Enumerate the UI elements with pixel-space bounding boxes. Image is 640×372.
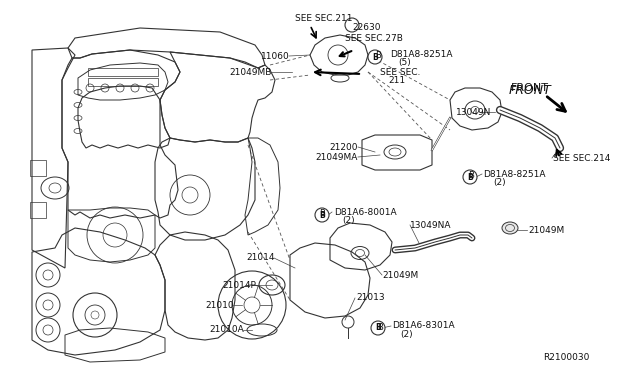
Text: SEE SEC.27B: SEE SEC.27B: [345, 33, 403, 42]
Text: 21014P: 21014P: [222, 280, 256, 289]
Text: R2100030: R2100030: [543, 353, 590, 362]
Text: FRONT: FRONT: [509, 83, 552, 96]
Text: SEE SEC.211: SEE SEC.211: [295, 13, 353, 22]
Text: (2): (2): [400, 330, 413, 339]
Text: 13049N: 13049N: [456, 108, 492, 116]
Text: B: B: [319, 211, 325, 219]
Ellipse shape: [502, 222, 518, 234]
Text: (2): (2): [493, 177, 506, 186]
Text: 11060: 11060: [261, 51, 290, 61]
Text: 21010: 21010: [205, 301, 234, 310]
Circle shape: [463, 170, 477, 184]
Text: 21010A: 21010A: [209, 326, 244, 334]
Circle shape: [368, 50, 382, 64]
Text: 21200: 21200: [330, 142, 358, 151]
Text: D81A8-8251A: D81A8-8251A: [390, 49, 452, 58]
Text: 21049MB: 21049MB: [230, 67, 272, 77]
Text: (5): (5): [398, 58, 411, 67]
Text: FRONT: FRONT: [511, 83, 549, 93]
Text: B: B: [467, 173, 473, 182]
Text: B: B: [375, 51, 381, 60]
Text: (2): (2): [342, 215, 355, 224]
Text: B: B: [319, 208, 325, 218]
Text: 21014: 21014: [246, 253, 275, 263]
Bar: [30, 202, 46, 218]
Bar: [30, 160, 46, 176]
Circle shape: [315, 208, 329, 222]
Text: 211: 211: [388, 76, 405, 84]
Text: 21049M: 21049M: [528, 225, 564, 234]
Text: B: B: [377, 323, 383, 331]
Text: SEE SEC.: SEE SEC.: [380, 67, 420, 77]
Text: B: B: [468, 170, 474, 180]
Bar: [88, 68, 158, 76]
Text: SEE SEC.214: SEE SEC.214: [553, 154, 611, 163]
Text: D81A6-8301A: D81A6-8301A: [392, 321, 454, 330]
Text: 22630: 22630: [352, 22, 381, 32]
Text: 13049NA: 13049NA: [410, 221, 451, 230]
Text: B: B: [372, 52, 378, 61]
Text: 21013: 21013: [356, 294, 385, 302]
Text: 21049M: 21049M: [382, 270, 419, 279]
Text: D81A8-8251A: D81A8-8251A: [483, 170, 545, 179]
Text: 21049MA: 21049MA: [316, 153, 358, 161]
Circle shape: [371, 321, 385, 335]
Text: D81A6-8001A: D81A6-8001A: [334, 208, 397, 217]
Text: B: B: [375, 324, 381, 333]
Bar: [88, 78, 158, 86]
Circle shape: [345, 18, 359, 32]
